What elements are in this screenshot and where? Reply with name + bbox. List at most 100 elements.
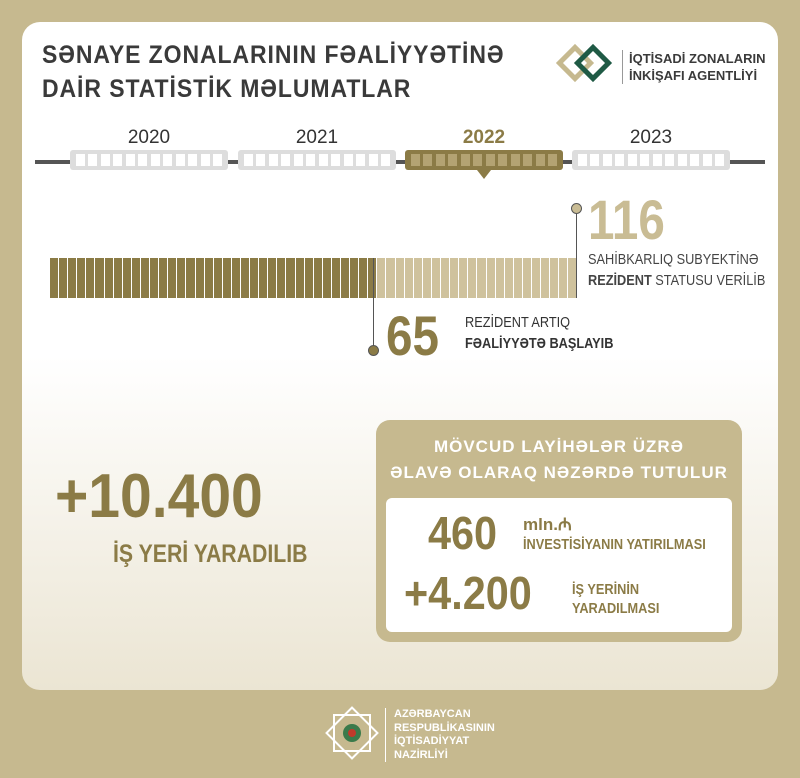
- timeline-segment: [268, 154, 278, 166]
- timeline-segment: [523, 154, 533, 166]
- bar-segment-total: [441, 258, 450, 298]
- bar-segment-active: [322, 258, 331, 298]
- timeline-segment: [702, 154, 712, 166]
- bar-segment-active: [68, 258, 77, 298]
- bar-segment-total: [495, 258, 504, 298]
- bar-segment-active: [231, 258, 240, 298]
- bar-segment-active: [77, 258, 86, 298]
- bar-segment-total: [522, 258, 531, 298]
- timeline-segment: [615, 154, 625, 166]
- year-block-2021: [238, 150, 396, 170]
- jobs-created-value: +10.400: [55, 462, 263, 531]
- timeline-segment: [75, 154, 85, 166]
- bar-segment-active: [186, 258, 195, 298]
- timeline-segment: [652, 154, 662, 166]
- total-residents-text: SAHİBKARLIQ SUBYEKTİNƏ REZİDENT STATUSU V…: [588, 251, 766, 289]
- timeline-segment: [473, 154, 483, 166]
- bar-segment-total: [386, 258, 395, 298]
- timeline-segment: [113, 154, 123, 166]
- bar-segment-active: [140, 258, 150, 298]
- bar-segment-active: [204, 258, 213, 298]
- bar-segment-active: [350, 258, 359, 298]
- bar-segment-total: [404, 258, 413, 298]
- timeline-segment: [381, 154, 391, 166]
- timeline-segment: [88, 154, 98, 166]
- timeline-segment: [423, 154, 433, 166]
- bar-segment-active: [131, 258, 140, 298]
- bar-segment-active: [331, 258, 340, 298]
- timeline-segment: [200, 154, 210, 166]
- timeline-segment: [306, 154, 316, 166]
- bar-segment-active: [286, 258, 295, 298]
- active-marker-dot: [368, 345, 379, 356]
- bar-segment-active: [313, 258, 322, 298]
- bar-segment-total: [559, 258, 568, 298]
- timeline-segment: [281, 154, 291, 166]
- bar-segment-active: [341, 258, 350, 298]
- bar-segment-active: [268, 258, 277, 298]
- timeline-segment: [498, 154, 508, 166]
- bar-segment-active: [222, 258, 231, 298]
- year-label-2020: 2020: [127, 127, 171, 148]
- timeline-segment: [368, 154, 378, 166]
- agency-name: İQTİSADİ ZONALARIN İNKİŞAFI AGENTLİYİ: [622, 50, 766, 84]
- timeline-segment: [163, 154, 173, 166]
- bar-segment-active: [177, 258, 186, 298]
- total-residents-value: 116: [588, 188, 665, 251]
- bar-segment-active: [113, 258, 122, 298]
- planned-jobs-value: +4.200: [404, 567, 532, 619]
- active-residents-value: 65: [386, 304, 439, 367]
- total-marker-dot: [571, 203, 582, 214]
- timeline-segment: [448, 154, 458, 166]
- bar-segment-total: [541, 258, 550, 298]
- bar-segment-active: [168, 258, 177, 298]
- bar-segment-active: [359, 258, 368, 298]
- timeline-segment: [213, 154, 223, 166]
- bar-segment-active: [240, 258, 250, 298]
- timeline-segment: [256, 154, 266, 166]
- timeline-segment: [535, 154, 545, 166]
- total-leader-line: [576, 212, 577, 298]
- timeline-segment: [343, 154, 353, 166]
- bar-segment-active: [259, 258, 268, 298]
- investment-value: 460: [428, 507, 498, 559]
- bar-segment-total: [450, 258, 459, 298]
- timeline-segment: [293, 154, 303, 166]
- timeline-segment: [627, 154, 637, 166]
- timeline-segment: [435, 154, 445, 166]
- projects-box: MÖVCUD LAYİHƏLƏR ÜZRƏ ƏLAVƏ OLARAQ NƏZƏRD…: [376, 420, 742, 642]
- timeline-segment: [356, 154, 366, 166]
- timeline-segment: [331, 154, 341, 166]
- timeline-segment: [548, 154, 558, 166]
- bar-segment-active: [159, 258, 168, 298]
- timeline-segment: [690, 154, 700, 166]
- timeline-segment: [125, 154, 135, 166]
- bar-segment-total: [477, 258, 486, 298]
- ministry-emblem-icon: [325, 706, 379, 760]
- bar-segment-active: [122, 258, 131, 298]
- year-label-2022: 2022: [462, 127, 506, 148]
- bar-segment-total: [513, 258, 522, 298]
- active-leader-line: [373, 258, 374, 350]
- ministry-name: AZƏRBAYCAN RESPUBLİKASININ İQTİSADİYYAT NAZ…: [385, 708, 495, 762]
- timeline-segment: [188, 154, 198, 166]
- bar-segment-total: [568, 258, 577, 298]
- timeline-segment: [677, 154, 687, 166]
- year-block-2020: [70, 150, 228, 170]
- timeline-segment: [715, 154, 725, 166]
- bar-segment-active: [95, 258, 104, 298]
- bar-segment-active: [150, 258, 159, 298]
- timeline-segment: [665, 154, 675, 166]
- bar-segment-active: [368, 258, 377, 298]
- timeline-segment: [602, 154, 612, 166]
- timeline-segment: [590, 154, 600, 166]
- bar-segment-active: [104, 258, 113, 298]
- bar-segment-total: [504, 258, 513, 298]
- year-block-2022: [405, 150, 563, 170]
- active-residents-text: REZİDENT ARTIQ FƏALİYYƏTƏ BAŞLAYIB: [465, 314, 614, 352]
- timeline-segment: [243, 154, 253, 166]
- timeline-segment: [510, 154, 520, 166]
- bar-segment-active: [295, 258, 304, 298]
- projects-details: 460 mln.₼ İNVESTİSİYANIN YATIRILMASI +4.…: [386, 498, 732, 632]
- timeline-segment: [100, 154, 110, 166]
